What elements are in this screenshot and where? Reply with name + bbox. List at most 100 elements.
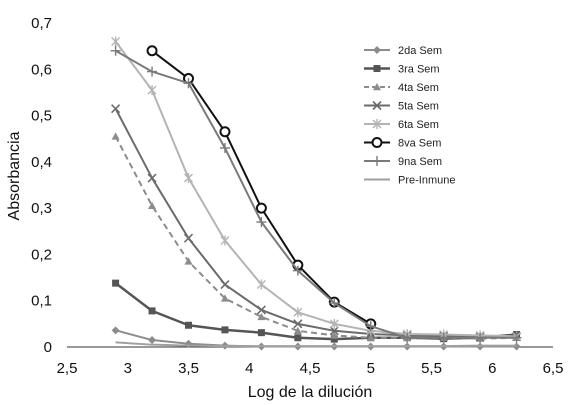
data-point [294,334,302,342]
legend-label: 2da Sem [398,45,442,57]
data-point [112,279,120,287]
legend-marker [372,156,382,166]
y-tick-label: 0,4 [31,154,52,171]
data-point [366,333,375,341]
data-point [111,104,121,114]
data-point [475,332,486,343]
data-point [330,331,339,339]
marker-stroke [111,104,121,114]
y-tick-label: 0,3 [31,200,52,217]
legend-label: 3ra Sem [398,64,440,76]
x-axis-title: Log de la dilución [248,384,373,401]
data-point [219,126,231,138]
data-point [148,201,157,210]
x-tick-label: 6 [488,360,496,377]
series-line [114,108,517,338]
series [115,341,517,348]
data-point [147,173,157,183]
y-tick-label: 0,7 [31,15,52,32]
series-line [115,49,517,339]
data-point [148,307,156,315]
legend-marker [372,100,382,111]
marker-stroke [183,233,194,243]
data-point [219,142,230,153]
data-point [330,335,338,343]
data-point [257,312,266,321]
data-point [146,45,158,57]
x-tick-label: 3 [124,360,132,377]
legend-item: 6ta Sem [364,119,439,131]
series [111,36,522,342]
data-point [111,132,120,140]
data-point [185,321,192,329]
legend-label: Pre-Inmune [398,175,455,187]
marker-stroke [220,279,230,290]
legend-label: 5ta Sem [398,101,439,113]
data-point [183,78,194,89]
data-point [293,319,303,329]
x-tick-label: 6,5 [543,360,564,377]
data-point [184,257,193,265]
legend-marker [373,83,381,91]
marker-stroke [256,305,266,315]
legend-item: 9na Sem [364,156,442,168]
data-point [221,326,229,334]
y-tick-label: 0 [44,339,52,356]
x-tick-label: 5,5 [421,360,442,377]
data-point [293,326,302,334]
legend-item: 2da Sem [364,45,442,57]
legend: 2da Sem 3ra Sem 4ta Sem 5ta Sem 6ta Sem 8va S… [364,45,455,187]
data-point [256,279,266,290]
x-tick-label: 5 [367,360,375,377]
series-line [115,341,517,348]
series-line [114,40,517,338]
data-point [110,45,121,56]
x-tick-label: 3,5 [178,360,199,377]
data-point [220,294,229,302]
data-point [329,298,340,309]
y-axis-title: Absorbancia [6,131,23,220]
marker-stroke [293,319,303,329]
y-tick-label: 0,6 [31,61,52,78]
data-point [329,326,339,336]
legend-label: 6ta Sem [398,119,439,131]
data-point [111,36,121,47]
data-point [329,318,339,329]
legend-label: 4ta Sem [398,82,439,94]
series-group [110,36,522,351]
data-point [183,233,194,243]
data-point [257,329,265,337]
legend-item: 5ta Sem [364,101,439,113]
tick-labels: 2,5 3 3,5 4 4,5 5 5,5 6 6,5 0 0,1 0,2 0,3 0,4 0,5 0,6 0,… [31,15,563,377]
data-point [402,332,413,343]
marker-stroke [147,173,157,183]
data-point [220,235,230,246]
data-point [292,265,303,276]
legend-item: 8va Sem [364,137,441,150]
legend-label: 9na Sem [398,156,442,168]
data-point [147,66,158,77]
series [111,132,521,342]
legend-label: 8va Sem [398,138,441,150]
legend-item: Pre-Inmune [364,175,455,187]
series-line [114,135,517,340]
data-point [438,332,449,343]
data-point [147,85,157,96]
legend-item: 3ra Sem [364,64,440,76]
data-point [256,305,266,315]
data-point [511,332,522,343]
legend-marker [371,137,383,148]
data-point [148,336,157,345]
y-tick-label: 0,5 [31,108,52,125]
legend-item: 4ta Sem [364,82,439,94]
x-tick-label: 4 [245,360,253,377]
data-point [293,307,303,318]
data-point [256,217,267,228]
marker-stroke [329,326,339,336]
data-point [111,326,120,335]
legend-marker [373,46,381,54]
data-point [184,173,193,184]
data-point [255,202,267,214]
series-line [114,282,517,341]
data-point [220,279,230,290]
